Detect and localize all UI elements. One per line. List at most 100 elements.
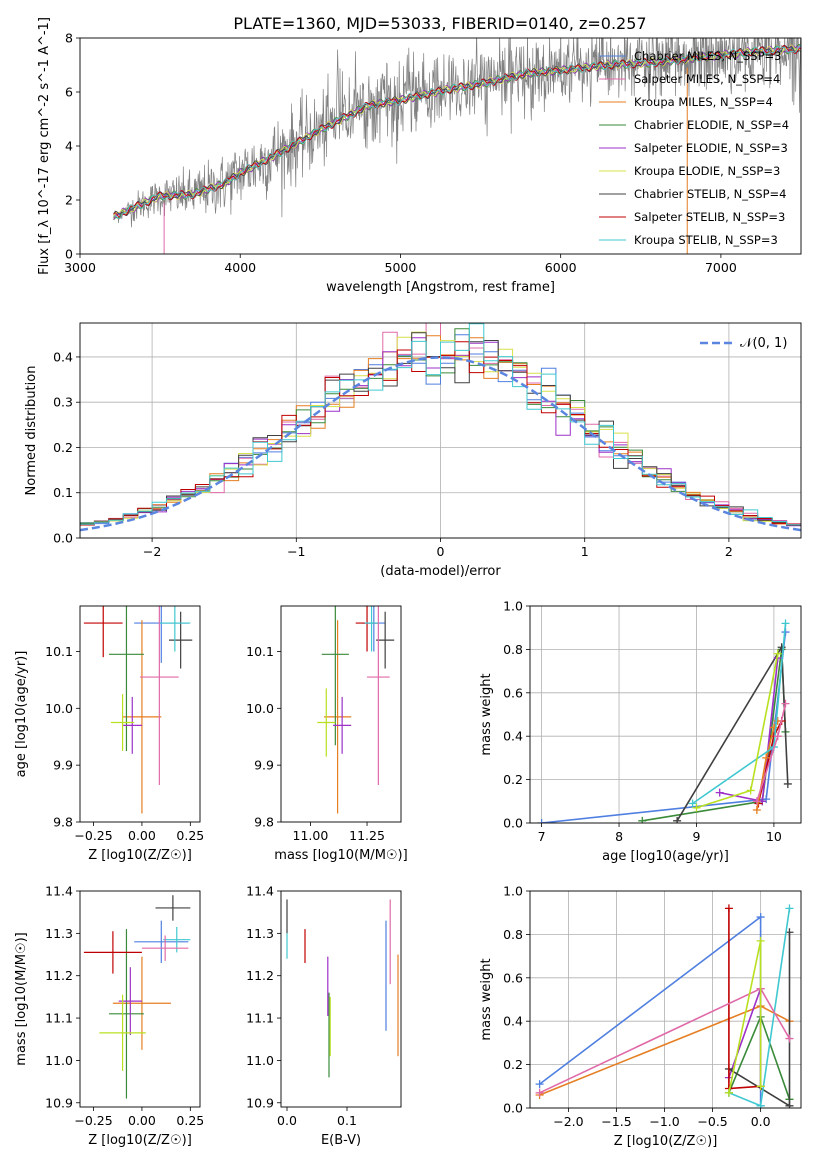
y-tick-label: 0.4 (503, 729, 523, 744)
x-tick-label: 11.25 (349, 828, 385, 843)
data-point (83, 606, 123, 658)
series-marker (752, 805, 761, 814)
panel-mass-vs-Z: −0.25 0.00 0.25 10.9 11.0 11.1 11.2 11.3 11.4 Z [… (14, 884, 204, 1149)
y-axis-label: mass weight (479, 673, 494, 755)
data-point (110, 694, 135, 751)
data-point (112, 956, 171, 1050)
data-point (134, 920, 189, 963)
y-tick-label: 0.0 (503, 1101, 523, 1116)
axes-frame (79, 605, 201, 823)
y-tick-label: 0.6 (503, 970, 523, 985)
legend-label: Chabrier MILES, N_SSP=3 (634, 49, 781, 63)
x-axis-label: E(B-V) (321, 1133, 361, 1148)
legend-label: Chabrier STELIB, N_SSP=4 (634, 187, 786, 201)
series-marker (673, 816, 682, 823)
y-tick-label: 9.9 (254, 758, 274, 773)
y-axis-label: Flux [f_λ 10^-17 erg cm^-2 s^-1 A^-1] (37, 17, 52, 275)
series-marker (715, 788, 724, 797)
x-axis-label: Z [log10(Z/Z☉)] (614, 1134, 718, 1149)
x-tick-label: 6000 (545, 260, 577, 275)
y-tick-label: 10.9 (45, 1095, 73, 1110)
model-spectrum (113, 45, 801, 220)
series-marker (781, 619, 790, 628)
x-axis-label: wavelength [Angstrom, rest frame] (326, 280, 555, 295)
y-axis-label: mass [log10(M/M☉)] (14, 932, 29, 1065)
data-point (83, 931, 142, 974)
panel-age-vs-mass: 11.00 11.25 9.8 9.9 10.0 10.1 mass [log10(M/M☉… (246, 605, 408, 863)
series-marker (785, 904, 794, 913)
panel-massweight-vs-Z: −2.0 −1.5 −1.0 −0.5 0.0 0.0 0.2 0.4 0.6 0.8 1.0 Z [… (479, 884, 802, 1149)
series-marker (535, 1080, 544, 1089)
data-point (155, 895, 191, 921)
series-line (728, 908, 761, 1090)
data-point (141, 935, 189, 961)
series-marker (781, 699, 790, 708)
x-tick-label: 0.00 (128, 1113, 156, 1128)
x-tick-label: 7000 (705, 260, 737, 275)
legend-label: Kroupa MILES, N_SSP=4 (634, 95, 773, 109)
data-point (99, 994, 146, 1071)
x-tick-label: 0.0 (751, 1114, 771, 1129)
y-tick-label: 11.3 (246, 926, 274, 941)
data-point (321, 606, 349, 746)
y-tick-label: 11.1 (45, 1011, 73, 1026)
series-marker (777, 643, 786, 652)
series-marker (756, 1101, 765, 1108)
axes-frame (529, 890, 802, 1109)
data-point (140, 606, 179, 786)
data-point (159, 606, 191, 652)
data-point (109, 606, 144, 751)
series-marker (692, 803, 701, 812)
x-tick-label: −2.0 (553, 1114, 583, 1129)
x-tick-label: 0.0 (277, 1113, 297, 1128)
x-axis-label: Z [log10(Z/Z☉)] (88, 848, 192, 863)
x-tick-label: 9 (692, 829, 700, 844)
y-tick-label: 10.1 (246, 644, 274, 659)
legend: Chabrier MILES, N_SSP=3 Salpeter MILES, N… (599, 49, 789, 247)
series-lines (537, 619, 792, 823)
y-tick-label: 10.9 (246, 1095, 274, 1110)
x-tick-label: −0.25 (74, 1113, 112, 1128)
panel-residuals: −2 −1 0 1 2 0.0 0.1 0.2 0.3 0.4 (data-model)/error… (24, 322, 802, 579)
series-marker (785, 1034, 794, 1043)
data-point (109, 929, 144, 1099)
y-tick-label: 0 (65, 247, 73, 262)
y-tick-label: 2 (65, 193, 73, 208)
data-point (122, 696, 142, 754)
data-point (333, 696, 352, 754)
x-tick-label: 7 (538, 829, 546, 844)
y-tick-label: 11.3 (45, 926, 73, 941)
y-tick-label: 0.0 (53, 531, 73, 546)
y-tick-label: 9.8 (254, 815, 274, 830)
data-point (317, 688, 336, 757)
x-tick-label: 3000 (64, 260, 96, 275)
data-point (324, 620, 352, 814)
series-lines (535, 904, 794, 1108)
series-marker (773, 649, 782, 658)
error-bars (83, 606, 193, 814)
y-tick-label: 1.0 (503, 884, 523, 899)
series-marker (769, 723, 778, 732)
y-tick-label: 9.8 (53, 815, 73, 830)
series-marker (773, 717, 782, 726)
panel-mass-vs-EBV: 0.0 0.1 10.9 11.0 11.1 11.2 11.3 11.4 E(B-V) (246, 884, 402, 1148)
y-tick-label: 0.2 (503, 772, 523, 787)
y-tick-label: 8 (65, 31, 73, 46)
axes-frame (79, 890, 201, 1108)
panel-age-vs-Z: −0.25 0.00 0.25 9.8 9.9 10.0 10.1 Z [log10(Z/Z☉… (14, 605, 204, 863)
x-tick-label: 10 (766, 829, 782, 844)
y-tick-label: 11.2 (246, 968, 274, 983)
panel-spectrum: 3000 4000 5000 6000 7000 0 2 4 6 8 wavelength [Ang… (37, 17, 802, 295)
y-axis-label: mass weight (479, 958, 494, 1040)
legend-label: Chabrier ELODIE, N_SSP=4 (634, 118, 789, 132)
x-tick-label: 0.00 (128, 828, 156, 843)
y-axis-label: Normed distribution (24, 366, 39, 496)
x-tick-label: 2 (725, 544, 733, 559)
axes-frame (529, 605, 802, 824)
x-tick-label: −0.5 (697, 1114, 727, 1129)
y-tick-label: 10.1 (45, 644, 73, 659)
series-marker (756, 1082, 765, 1091)
y-tick-label: 0.3 (53, 395, 73, 410)
y-tick-label: 11.0 (246, 1053, 274, 1068)
